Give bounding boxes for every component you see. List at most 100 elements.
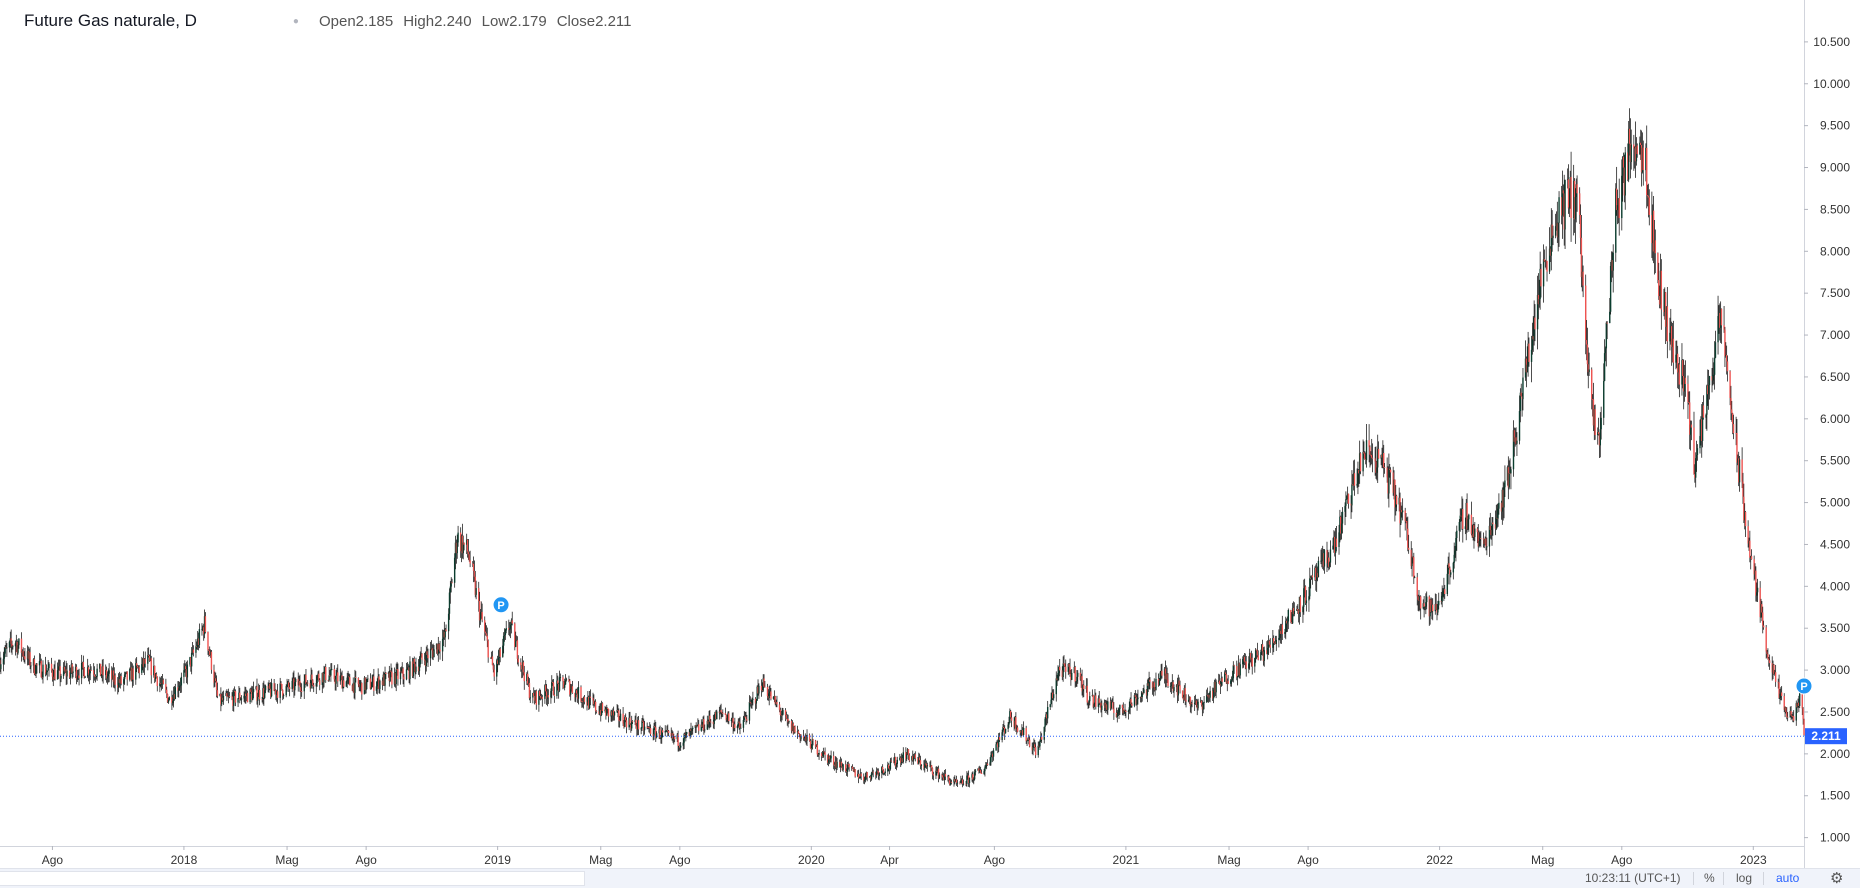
candle-body <box>1443 589 1445 592</box>
candle-body <box>792 723 794 734</box>
candle-body <box>66 670 68 677</box>
candle-body <box>1458 522 1461 531</box>
candle-body <box>387 672 390 674</box>
candle-body <box>457 532 459 543</box>
candle-body <box>972 774 974 780</box>
candle-body <box>998 736 1001 740</box>
candle-body <box>918 757 920 764</box>
candle-body <box>1454 550 1456 555</box>
candle-body <box>149 658 152 661</box>
candle-body <box>1100 702 1102 710</box>
candle-body <box>1392 472 1394 493</box>
candle-body <box>1089 696 1091 702</box>
candle-body <box>926 765 929 767</box>
candle-body <box>1146 683 1149 696</box>
candle-body <box>1022 730 1024 735</box>
candle-body <box>1377 448 1379 468</box>
candle-body <box>5 647 7 649</box>
candle-body <box>405 669 408 680</box>
candle-body <box>172 694 175 702</box>
candle-body <box>676 734 678 740</box>
candle-body <box>1611 260 1614 271</box>
candle-body <box>881 767 883 774</box>
candle-body <box>1705 414 1707 418</box>
gear-icon[interactable]: ⚙ <box>1830 870 1844 887</box>
percent-scale-button[interactable]: % <box>1704 871 1715 885</box>
candle-body <box>902 752 904 762</box>
candle-body <box>872 771 874 773</box>
candle-body <box>1052 694 1055 699</box>
symbol-title[interactable]: Future Gas naturale, D <box>24 11 197 30</box>
candle-body <box>1663 309 1665 313</box>
price-axis[interactable]: 1.0001.5002.0002.5003.0003.5004.0004.500… <box>1804 35 1850 845</box>
candle-body <box>1419 596 1421 601</box>
candle-body <box>276 691 279 698</box>
candle-body <box>1344 505 1346 512</box>
candle-body <box>733 724 735 729</box>
candle-body <box>1718 312 1720 317</box>
candle-body <box>1494 524 1497 529</box>
log-scale-button[interactable]: log <box>1736 871 1753 885</box>
candle-body <box>1598 434 1601 446</box>
candle-body <box>1173 687 1175 691</box>
candle-body <box>196 646 198 648</box>
candle-body <box>288 687 291 690</box>
candle-body <box>1630 144 1632 163</box>
candle-body <box>700 724 703 731</box>
candle-body <box>745 716 747 720</box>
candle-body <box>1370 454 1373 458</box>
candle-body <box>1533 317 1535 340</box>
time-tick-label: Ago <box>1611 853 1633 867</box>
candle-body <box>1225 674 1228 684</box>
candle-body <box>1466 502 1468 530</box>
candle-body <box>1051 692 1053 700</box>
candle-body <box>147 655 150 656</box>
candle-body <box>845 771 848 772</box>
auto-scale-button[interactable]: auto <box>1776 871 1800 885</box>
candle-body <box>1028 739 1031 747</box>
candle-body <box>1152 682 1155 689</box>
candle-body <box>1486 546 1488 548</box>
candle-body <box>509 624 512 629</box>
candle-body <box>714 712 716 721</box>
candle-body <box>1189 696 1192 707</box>
time-axis[interactable]: Ago 2018 Mag Ago 2019 Mag Ago 2020 Apr Ago 2021 Mag… <box>42 846 1767 867</box>
candle-body <box>878 773 880 777</box>
candle-body <box>168 697 171 701</box>
clock-readout[interactable]: 10:23:11 (UTC+1) <box>1585 871 1681 885</box>
candle-body <box>1298 596 1301 614</box>
candle-body <box>1504 480 1506 488</box>
candle-body <box>1520 392 1522 397</box>
open-value: 2.185 <box>355 12 394 30</box>
candle-body <box>1022 727 1025 735</box>
candle-body <box>1122 708 1125 714</box>
candle-body <box>313 685 315 687</box>
price-tick-label: 8.500 <box>1820 202 1850 216</box>
candle-body <box>1187 699 1190 702</box>
candle-body <box>343 680 345 687</box>
time-range-scrollbar[interactable] <box>0 871 585 886</box>
candle-body <box>1417 596 1419 600</box>
candle-body <box>563 681 565 688</box>
candle-body <box>293 678 295 691</box>
candle-body <box>683 733 685 743</box>
candle-body <box>1597 432 1599 436</box>
candle-body <box>1725 355 1728 362</box>
candle-body <box>1275 639 1277 645</box>
candle-body <box>1436 609 1438 613</box>
candle-body <box>640 728 642 730</box>
candle-body <box>1279 630 1281 638</box>
candle-body <box>1290 610 1292 623</box>
candle-body <box>1502 489 1504 508</box>
candle-body <box>447 613 450 632</box>
candle-body <box>718 711 721 713</box>
candle-body <box>359 685 361 687</box>
candle-body <box>1528 343 1530 362</box>
candle-body <box>799 734 801 740</box>
candle-body <box>270 683 273 697</box>
candle-body <box>1610 260 1613 266</box>
candle-body <box>219 693 221 696</box>
candle-body <box>521 662 524 670</box>
